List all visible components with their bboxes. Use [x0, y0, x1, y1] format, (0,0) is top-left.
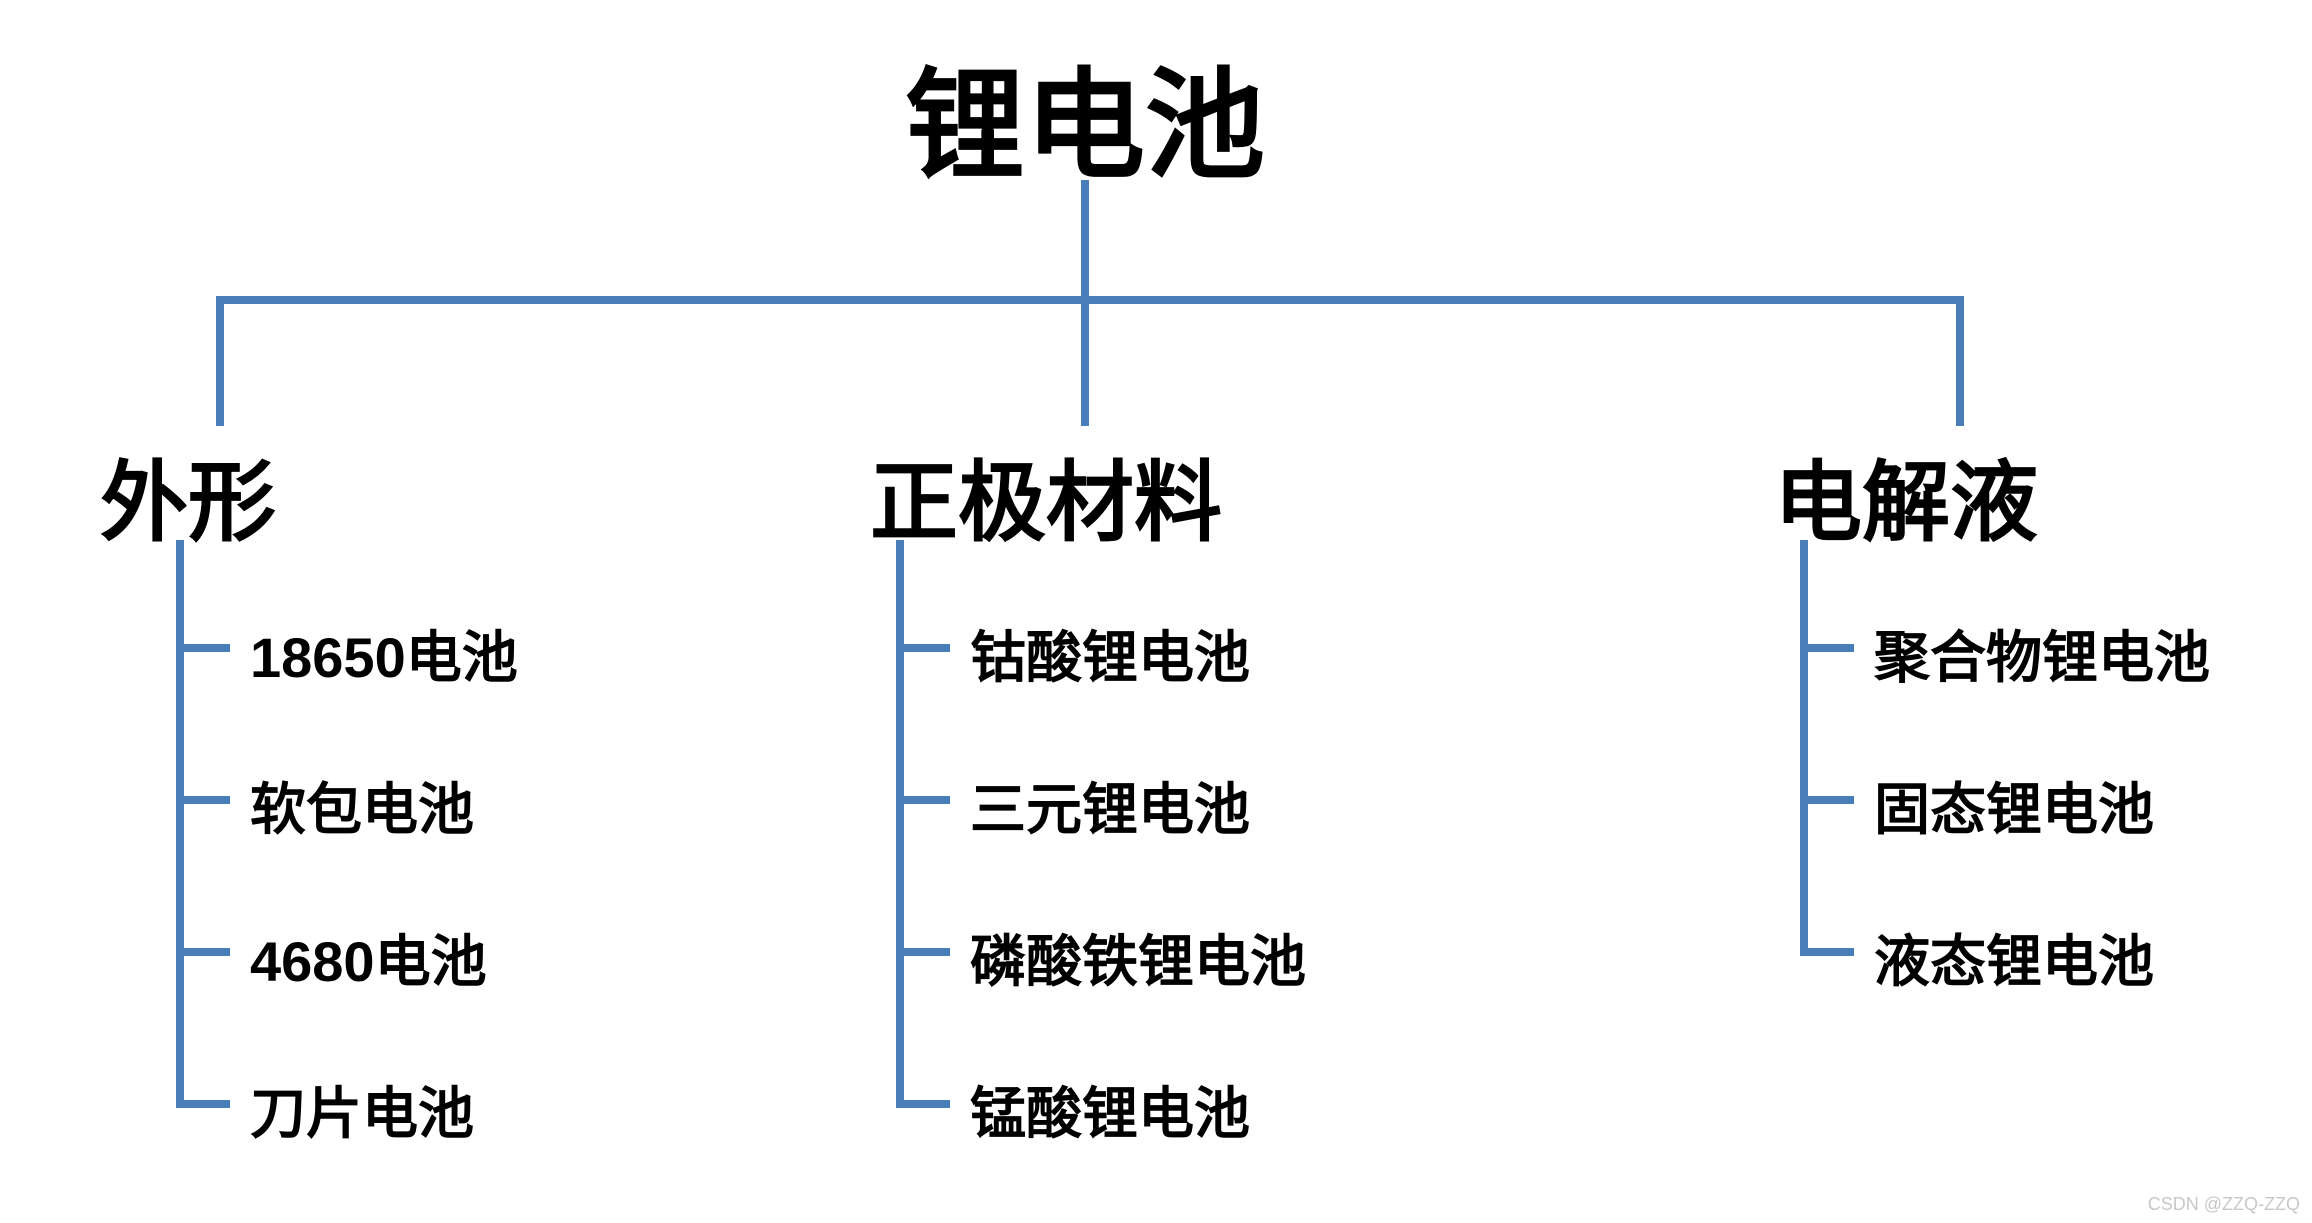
- leaf-electrolyte-0: 聚合物锂电池: [1874, 613, 2210, 694]
- root-title: 锂电池: [905, 28, 1265, 202]
- leaf-shape-2: 4680电池: [250, 917, 487, 998]
- leaf-shape-1: 软包电池: [250, 765, 474, 846]
- category-title-cathode: 正极材料: [870, 432, 1222, 559]
- diagram-canvas: 锂电池外形 18650电池软包电池 4680电池刀片电池 正极材料钴酸锂电池三元锂电池…: [0, 0, 2312, 1223]
- leaf-electrolyte-1: 固态锂电池: [1874, 765, 2154, 846]
- category-title-electrolyte: 电解液: [1774, 432, 2038, 559]
- leaf-cathode-3: 锰酸锂电池: [970, 1069, 1250, 1150]
- leaf-cathode-0: 钴酸锂电池: [970, 613, 1250, 694]
- leaf-cathode-1: 三元锂电池: [970, 765, 1250, 846]
- leaf-cathode-2: 磷酸铁锂电池: [970, 917, 1306, 998]
- category-title-shape: 外形: [100, 432, 276, 559]
- leaf-shape-0: 18650电池: [250, 613, 518, 694]
- watermark: CSDN @ZZQ-ZZQ: [2148, 1194, 2300, 1215]
- leaf-electrolyte-2: 液态锂电池: [1874, 917, 2154, 998]
- leaf-shape-3: 刀片电池: [250, 1069, 474, 1150]
